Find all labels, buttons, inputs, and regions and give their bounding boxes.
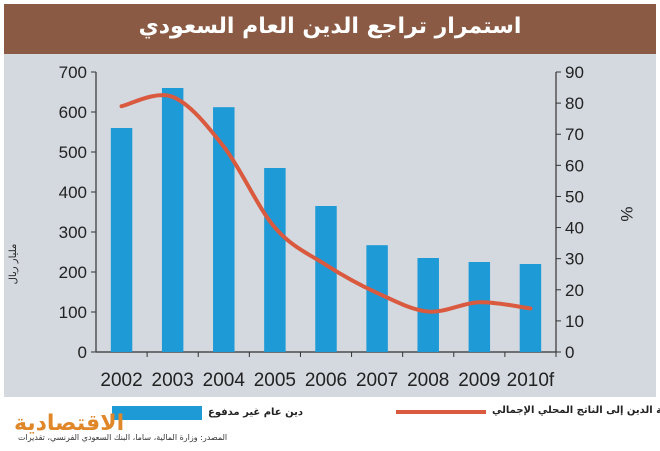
x-tick-label: 2007: [356, 370, 398, 391]
bar: [417, 258, 439, 352]
y-tick-right-label: 70: [565, 125, 584, 144]
bar: [110, 128, 133, 352]
x-tick-label: 2008: [407, 370, 449, 391]
y-tick-right-label: 90: [565, 63, 584, 82]
y-tick-right-label: 80: [565, 94, 584, 113]
y-tick-right-label: 0: [565, 343, 574, 362]
bar: [468, 262, 491, 352]
y-axis-right-title: %: [617, 206, 636, 221]
x-tick-label: 2004: [203, 370, 246, 391]
y-tick-left-label: 700: [59, 63, 87, 82]
bar: [161, 88, 184, 352]
bar: [264, 168, 286, 352]
tick-labels: 0 100 200 300 400 500 600 700 0 10 20 30 40 50 60 70 80 9…: [59, 63, 584, 391]
y-axis-left-title: مليار ريال: [8, 244, 19, 285]
y-tick-left-label: 500: [59, 143, 87, 162]
y-tick-left-label: 600: [59, 103, 87, 122]
x-tick-label: 2009: [458, 370, 500, 391]
legend-bar-swatch: [112, 406, 202, 420]
legend-bar-label: دين عام غير مدفوع: [208, 407, 303, 418]
chart-svg: 0 100 200 300 400 500 600 700 0 10 20 30 40 50 60 70 80 9…: [8, 63, 636, 391]
y-tick-right-label: 40: [565, 219, 584, 238]
y-tick-right-label: 30: [565, 250, 584, 269]
y-tick-right-label: 10: [565, 312, 584, 331]
x-tick-label: 2003: [152, 370, 194, 391]
legend-line-label: نسبة الدين إلى الناتج المحلي الإجمالي: [492, 405, 660, 416]
y-tick-right-label: 60: [565, 156, 584, 175]
legend: دين عام غير مدفوع نسبة الدين إلى الناتج …: [4, 397, 660, 447]
chart-title: استمرار تراجع الدين العام السعودي: [138, 14, 522, 39]
bars: [110, 88, 542, 352]
x-tick-label: 2010f: [507, 370, 555, 391]
y-tick-left-label: 0: [78, 343, 87, 362]
source-note: المصدر: وزارة المالية، ساما، البنك السعو…: [18, 433, 228, 442]
title-bar: استمرار تراجع الدين العام السعودي: [4, 4, 656, 54]
debt-ratio-line: [119, 93, 533, 314]
y-tick-right-label: 50: [565, 187, 584, 206]
bar: [315, 206, 337, 352]
x-tick-label: 2002: [100, 370, 142, 391]
chart-panel: 0 100 200 300 400 500 600 700 0 10 20 30 40 50 60 70 80 9…: [4, 54, 656, 397]
x-tick-label: 2005: [254, 370, 296, 391]
line-series: [119, 93, 533, 314]
bar: [366, 245, 388, 352]
x-tick-label: 2006: [305, 370, 347, 391]
y-tick-left-label: 100: [59, 303, 87, 322]
brand-logo: الاقتصادية: [14, 411, 125, 436]
y-tick-right-label: 20: [565, 281, 584, 300]
y-tick-left-label: 400: [59, 183, 87, 202]
y-tick-left-label: 200: [59, 263, 87, 282]
bar: [213, 107, 235, 352]
legend-line-swatch: [396, 410, 486, 414]
y-tick-left-label: 300: [59, 223, 87, 242]
